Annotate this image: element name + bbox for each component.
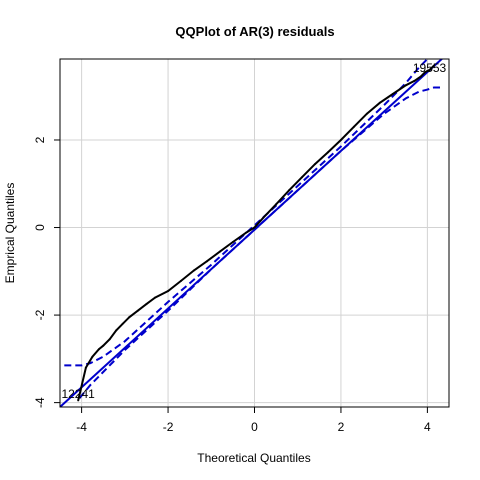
- x-tick-label: 2: [338, 420, 345, 434]
- chart-title: QQPlot of AR(3) residuals: [175, 24, 334, 39]
- qq-point: [154, 296, 157, 299]
- qq-point: [262, 216, 265, 219]
- qq-point: [97, 348, 100, 351]
- y-tick-label: 2: [33, 136, 47, 143]
- y-axis-label: Emprical Quantiles: [3, 183, 17, 284]
- qq-point: [288, 189, 291, 192]
- qq-point: [244, 231, 247, 234]
- qq-point: [432, 64, 435, 67]
- qq-point: [77, 399, 80, 402]
- qq-point: [91, 355, 94, 358]
- qq-point: [314, 163, 316, 166]
- qq-point: [327, 151, 329, 154]
- y-tick-label: 0: [33, 224, 47, 231]
- series-layer: [60, 59, 444, 407]
- qq-point: [419, 75, 422, 78]
- x-tick-label: -4: [76, 420, 87, 434]
- qq-point: [424, 71, 427, 74]
- qq-point: [206, 260, 208, 263]
- qq-point: [180, 279, 182, 282]
- qq-point: [339, 139, 342, 141]
- envelope-lower-line: [78, 86, 443, 399]
- qq-point: [102, 344, 105, 347]
- qq-point: [121, 322, 124, 325]
- qq-point: [413, 79, 416, 82]
- qq-point: [84, 366, 87, 369]
- annotations: 19553 12241: [61, 61, 446, 401]
- outlier-label: 12241: [61, 387, 95, 401]
- qq-point: [193, 269, 195, 272]
- qq-point: [136, 309, 139, 312]
- qq-point: [218, 250, 221, 253]
- qq-point: [378, 101, 381, 104]
- qq-point: [253, 226, 256, 229]
- y-tick-label: -2: [33, 309, 47, 320]
- qq-point: [428, 68, 431, 71]
- x-tick-label: 0: [251, 420, 258, 434]
- outlier-label: 19553: [413, 61, 447, 75]
- qq-point: [391, 93, 394, 95]
- qq-point: [115, 329, 118, 332]
- qq-point: [404, 84, 407, 87]
- x-tick-label: -2: [163, 420, 174, 434]
- qq-point: [167, 290, 170, 292]
- qq-point: [352, 125, 355, 128]
- axes: -4 -2 0 2 4 -4 -2 0 2: [33, 136, 431, 434]
- x-axis-label: Theoretical Quantiles: [197, 451, 310, 465]
- qq-point: [108, 338, 111, 341]
- qq-point: [275, 203, 278, 206]
- qq-point: [301, 176, 303, 179]
- qq-point: [231, 241, 234, 243]
- y-tick-label: -4: [33, 397, 47, 408]
- x-tick-label: 4: [424, 420, 431, 434]
- qq-point: [365, 112, 368, 115]
- envelope-upper-line: [64, 59, 430, 367]
- qq-point: [145, 303, 148, 306]
- grid: [60, 59, 449, 407]
- qq-point: [128, 316, 131, 319]
